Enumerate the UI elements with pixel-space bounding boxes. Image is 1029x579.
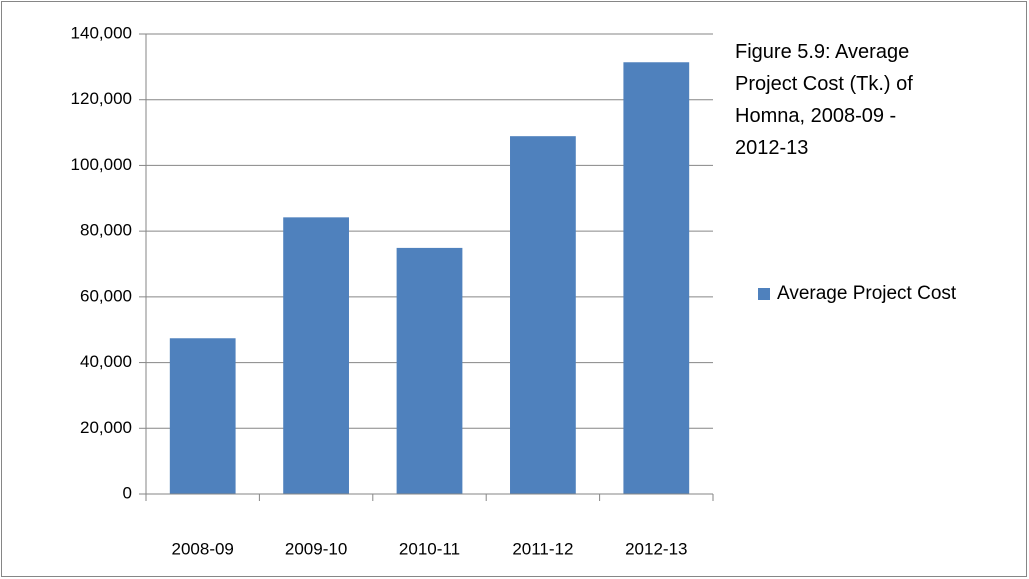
y-tick-label: 60,000 (80, 286, 132, 305)
chart-title: Figure 5.9: Average Project Cost (Tk.) o… (735, 41, 913, 159)
y-tick-label: 140,000 (71, 23, 132, 42)
y-tick-label: 80,000 (80, 221, 132, 240)
x-tick-label: 2008-09 (172, 539, 234, 558)
y-tick-label: 100,000 (71, 155, 132, 174)
legend-swatch (758, 288, 770, 300)
x-tick-label: 2009-10 (285, 539, 347, 558)
x-tick-label: 2010-11 (399, 539, 460, 558)
x-tick-label: 2012-13 (625, 539, 687, 558)
bar (510, 136, 576, 494)
bar (623, 62, 690, 494)
legend-label: Average Project Cost (777, 283, 957, 304)
y-tick-label: 20,000 (80, 418, 132, 437)
y-tick-label: 40,000 (80, 352, 132, 371)
x-tick-label: 2011-12 (512, 539, 573, 558)
y-tick-label: 0 (123, 483, 132, 502)
bar (169, 338, 236, 494)
y-tick-label: 120,000 (71, 89, 132, 108)
bar (396, 247, 463, 494)
bar (283, 217, 349, 495)
